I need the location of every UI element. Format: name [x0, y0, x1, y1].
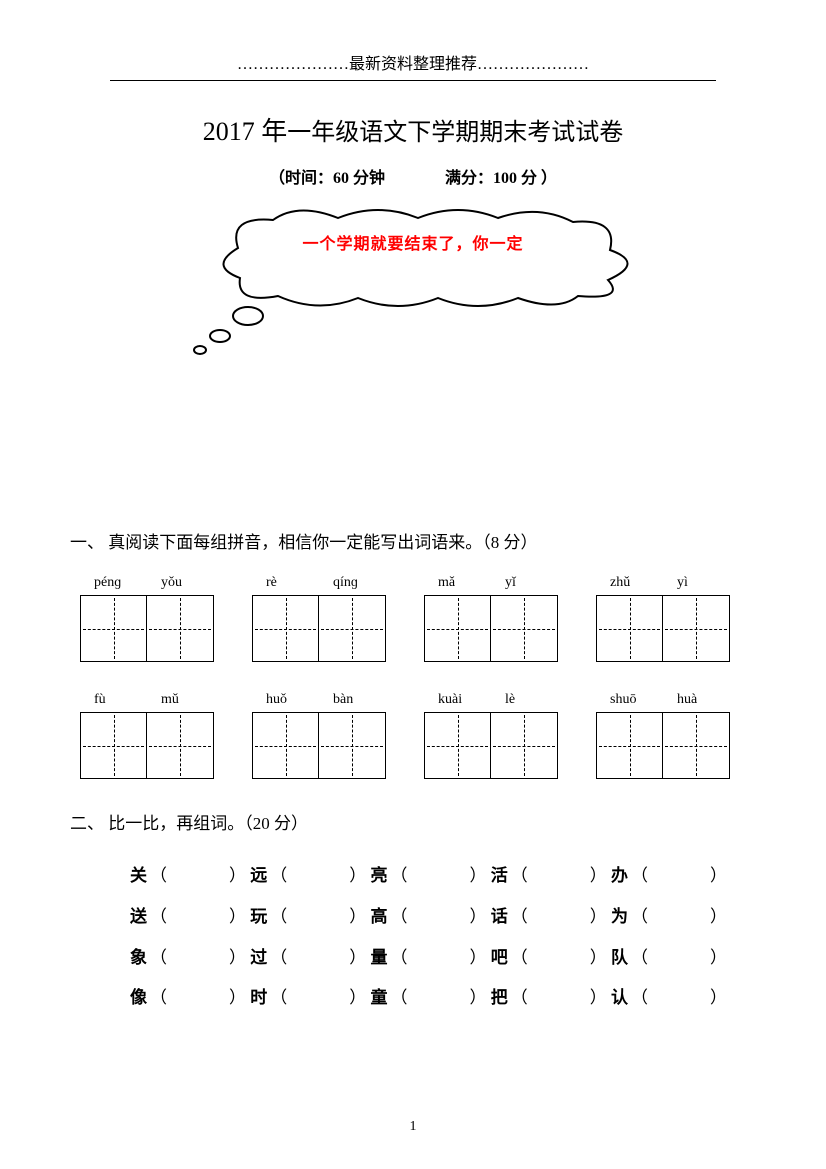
header-label: 最新资料整理推荐: [349, 56, 477, 73]
tianzige-cell[interactable]: [147, 595, 214, 662]
tianzige-cell[interactable]: [491, 595, 558, 662]
pinyin-row-1: pénɡyǒu rèqínɡ mǎyǐ zhǔyì: [70, 575, 756, 662]
tianzige-cell[interactable]: [491, 712, 558, 779]
compare-row: 关（） 远（） 亮（） 活（） 办（）: [130, 856, 756, 897]
compare-char: 时: [250, 978, 270, 1019]
compare-row: 像（） 时（） 童（） 把（） 认（）: [130, 978, 756, 1019]
compare-char: 玩: [250, 897, 270, 938]
tianzige-cell[interactable]: [663, 595, 730, 662]
section2-heading: 二、 比一比，再组词。（20 分）: [70, 809, 756, 834]
header-dots-left: …………………: [237, 56, 349, 73]
tianzige-cell[interactable]: [596, 595, 663, 662]
compare-char: 队: [611, 938, 631, 979]
tianzige-cell[interactable]: [424, 712, 491, 779]
compare-char: 像: [130, 978, 150, 1019]
compare-char: 亮: [371, 856, 391, 897]
compare-grid: 关（） 远（） 亮（） 活（） 办（） 送（） 玩（） 高（） 话（） 为（） …: [70, 856, 756, 1019]
thought-cloud: 一个学期就要结束了，你一定: [178, 208, 648, 358]
pinyin-label: kuài: [424, 692, 491, 708]
score-label: 满分：100 分 ）: [445, 170, 557, 187]
pinyin-label: mǔ: [147, 692, 214, 708]
compare-char: 办: [611, 856, 631, 897]
pinyin-label: lè: [491, 692, 558, 708]
tianzige-cell[interactable]: [80, 595, 147, 662]
pinyin-label: yì: [663, 575, 730, 591]
pinyin-label: rè: [252, 575, 319, 591]
pinyin-label: yǒu: [147, 575, 214, 591]
pinyin-item: zhǔyì: [596, 575, 730, 662]
time-label: （时间：60 分钟: [269, 170, 385, 187]
compare-char: 远: [250, 856, 270, 897]
pinyin-label: fù: [80, 692, 147, 708]
title-year: 2017 年: [203, 117, 288, 146]
tianzige-cell[interactable]: [147, 712, 214, 779]
pinyin-label: zhǔ: [596, 575, 663, 591]
pinyin-item: fùmǔ: [80, 692, 214, 779]
pinyin-item: mǎyǐ: [424, 575, 558, 662]
pinyin-item: huǒbàn: [252, 692, 386, 779]
compare-char: 关: [130, 856, 150, 897]
tianzige-cell[interactable]: [663, 712, 730, 779]
pinyin-item: kuàilè: [424, 692, 558, 779]
pinyin-label: mǎ: [424, 575, 491, 591]
tianzige-cell[interactable]: [424, 595, 491, 662]
tianzige-cell[interactable]: [252, 595, 319, 662]
page: …………………最新资料整理推荐………………… 2017 年一年级语文下学期期末考…: [0, 0, 826, 1169]
compare-row: 象（） 过（） 量（） 吧（） 队（）: [130, 938, 756, 979]
compare-char: 送: [130, 897, 150, 938]
tianzige-cell[interactable]: [319, 595, 386, 662]
tianzige-cell[interactable]: [319, 712, 386, 779]
tianzige-cell[interactable]: [80, 712, 147, 779]
header-dots-right: …………………: [477, 56, 589, 73]
compare-char: 童: [371, 978, 391, 1019]
pinyin-item: rèqínɡ: [252, 575, 386, 662]
pinyin-label: huǒ: [252, 692, 319, 708]
pinyin-label: shuō: [596, 692, 663, 708]
cloud-text: 一个学期就要结束了，你一定: [178, 230, 648, 254]
compare-char: 话: [491, 897, 511, 938]
compare-char: 把: [491, 978, 511, 1019]
page-number: 1: [0, 1119, 826, 1135]
header-rule: [110, 80, 716, 81]
pinyin-label: bàn: [319, 692, 386, 708]
compare-char: 过: [250, 938, 270, 979]
pinyin-row-2: fùmǔ huǒbàn kuàilè shuōhuà: [70, 692, 756, 779]
pinyin-label: huà: [663, 692, 730, 708]
pinyin-item: shuōhuà: [596, 692, 730, 779]
tianzige-cell[interactable]: [252, 712, 319, 779]
page-title: 2017 年一年级语文下学期期末考试试卷: [70, 111, 756, 148]
compare-char: 为: [611, 897, 631, 938]
tianzige-cell[interactable]: [596, 712, 663, 779]
pinyin-label: yǐ: [491, 575, 558, 591]
compare-char: 活: [491, 856, 511, 897]
pinyin-item: pénɡyǒu: [80, 575, 214, 662]
compare-char: 高: [371, 897, 391, 938]
running-header: …………………最新资料整理推荐…………………: [70, 50, 756, 74]
compare-char: 量: [371, 938, 391, 979]
compare-char: 认: [611, 978, 631, 1019]
pinyin-label: qínɡ: [319, 575, 386, 591]
compare-char: 吧: [491, 938, 511, 979]
section1-heading: 一、 真阅读下面每组拼音，相信你一定能写出词语来。（8 分）: [70, 528, 756, 553]
pinyin-label: pénɡ: [80, 575, 147, 591]
compare-row: 送（） 玩（） 高（） 话（） 为（）: [130, 897, 756, 938]
title-rest: 一年级语文下学期期末考试试卷: [287, 120, 623, 146]
subtitle: （时间：60 分钟 满分：100 分 ）: [70, 164, 756, 188]
compare-char: 象: [130, 938, 150, 979]
